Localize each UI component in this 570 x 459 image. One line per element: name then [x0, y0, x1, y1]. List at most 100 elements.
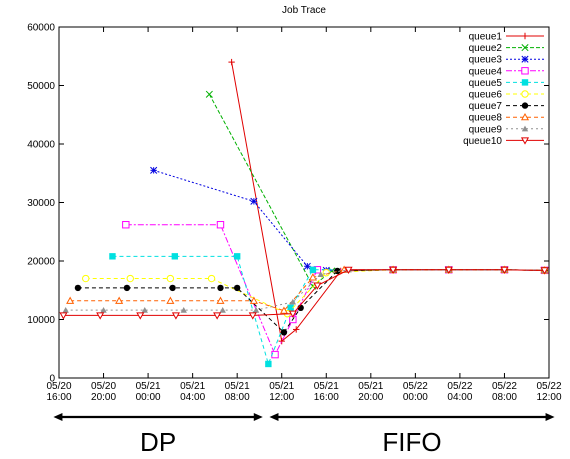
data-point: [280, 329, 288, 336]
x-tick-label-date: 05/21: [136, 381, 161, 392]
x-tick-label-time: 04:00: [447, 392, 472, 403]
data-point: [265, 360, 272, 368]
data-point: [271, 350, 279, 359]
data-point: [248, 312, 257, 320]
x-tick-label-date: 05/21: [358, 381, 383, 392]
x-tick-label-date: 05/20: [46, 381, 71, 392]
y-tick-label: 30000: [27, 198, 55, 209]
data-point: [180, 306, 187, 313]
phase-label: FIFO: [382, 427, 441, 457]
x-tick-label-date: 05/22: [492, 381, 517, 392]
data-point: [169, 284, 176, 292]
axes: 010000200003000040000500006000005/2016:0…: [27, 23, 562, 404]
data-point: [287, 304, 294, 311]
y-tick-label: 20000: [27, 257, 55, 268]
phase-arrowhead-right: [253, 413, 263, 421]
data-point: [521, 79, 529, 86]
data-point: [289, 298, 297, 305]
data-point: [308, 273, 317, 281]
data-point: [233, 284, 241, 292]
x-tick-label-date: 05/21: [269, 381, 294, 392]
data-point: [217, 284, 224, 292]
series-queue10: [59, 266, 549, 320]
phase-dp: DP: [53, 413, 263, 457]
data-point: [123, 284, 131, 292]
data-point: [109, 253, 116, 260]
y-tick-label: 0: [49, 374, 55, 385]
legend-label: queue9: [469, 124, 503, 135]
data-point: [250, 197, 258, 205]
data-point: [233, 253, 241, 260]
data-point: [59, 312, 68, 320]
legend-label: queue5: [469, 78, 503, 89]
phase-arrowhead-left: [269, 413, 279, 421]
data-point: [66, 296, 75, 304]
x-tick-label-time: 00:00: [403, 392, 428, 403]
data-point: [521, 125, 529, 132]
data-point: [74, 284, 82, 292]
phase-arrowhead-left: [53, 413, 63, 421]
phase-label: DP: [140, 427, 176, 457]
x-tick-label-time: 12:00: [536, 392, 561, 403]
data-point: [313, 282, 322, 290]
y-tick-label: 10000: [27, 315, 55, 326]
x-tick-label-date: 05/22: [447, 381, 472, 392]
legend-label: queue4: [469, 66, 503, 77]
legend-label: queue2: [469, 43, 503, 54]
legend-label: queue6: [469, 90, 503, 101]
x-tick-label-time: 16:00: [46, 392, 71, 403]
legend-label: queue1: [469, 32, 503, 43]
x-tick-label-time: 20:00: [91, 392, 116, 403]
series-line: [70, 269, 545, 312]
data-point: [216, 221, 225, 229]
legend-label: queue10: [463, 136, 502, 147]
data-point: [389, 266, 398, 275]
x-tick-label-time: 00:00: [136, 392, 161, 403]
data-point: [249, 296, 258, 304]
x-tick-label-date: 05/21: [180, 381, 205, 392]
y-tick-label: 40000: [27, 140, 55, 151]
series-line: [63, 269, 545, 316]
data-point: [122, 221, 130, 229]
legend-label: queue7: [469, 101, 503, 112]
data-point: [207, 274, 216, 283]
phase-arrowhead-right: [545, 413, 555, 421]
data-point: [293, 326, 300, 333]
data-point: [303, 262, 311, 270]
x-tick-label-time: 12:00: [269, 392, 294, 403]
x-tick-label-time: 20:00: [358, 392, 383, 403]
x-tick-label-time: 08:00: [225, 392, 250, 403]
data-point: [171, 312, 180, 320]
data-point: [205, 90, 213, 98]
data-point: [213, 312, 222, 320]
series-layer: [59, 58, 549, 368]
data-point: [278, 337, 285, 345]
data-point: [317, 271, 324, 278]
data-point: [216, 296, 225, 304]
data-point: [252, 306, 260, 313]
x-tick-label-date: 05/21: [314, 381, 339, 392]
legend-label: queue8: [469, 113, 503, 124]
data-point: [166, 296, 175, 304]
x-tick-label-date: 05/21: [225, 381, 250, 392]
data-point: [150, 166, 158, 174]
chart-title: Job Trace: [282, 5, 326, 16]
legend: queue1queue2queue3queue4queue5queue6queu…: [463, 32, 544, 147]
data-point: [62, 306, 69, 313]
data-point: [521, 90, 529, 98]
series-queue3: [150, 166, 549, 274]
data-point: [141, 306, 148, 313]
data-point: [500, 266, 509, 275]
series-queue8: [66, 265, 549, 314]
data-point: [520, 137, 530, 145]
series-line: [65, 269, 545, 311]
data-point: [166, 274, 175, 283]
phase-fifo: FIFO: [269, 413, 555, 457]
x-tick-label-time: 04:00: [180, 392, 205, 403]
x-tick-label-date: 05/20: [91, 381, 116, 392]
data-point: [82, 274, 90, 283]
y-tick-label: 60000: [27, 23, 55, 34]
data-point: [100, 306, 107, 313]
series-queue9: [62, 266, 548, 313]
series-queue4: [122, 221, 549, 359]
